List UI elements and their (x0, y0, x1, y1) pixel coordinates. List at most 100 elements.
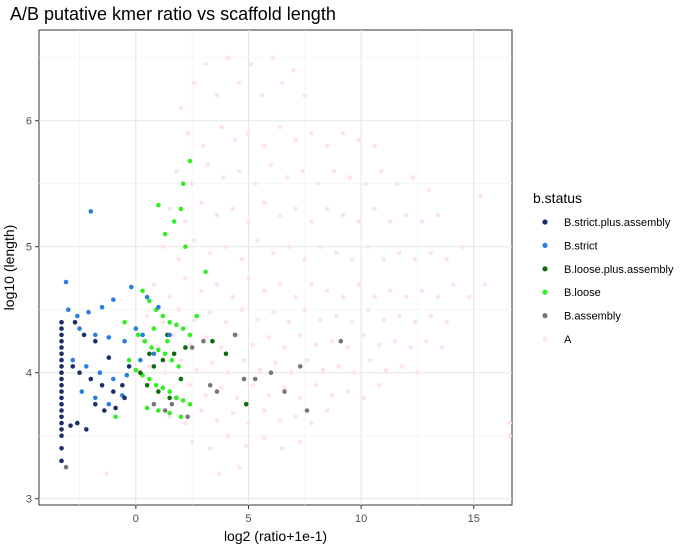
data-point (340, 212, 346, 218)
data-point (151, 282, 157, 287)
data-point (153, 383, 159, 388)
data-point (111, 376, 116, 382)
data-point (376, 342, 382, 348)
data-point (277, 418, 283, 423)
data-point (239, 307, 245, 313)
legend-key (542, 289, 548, 295)
data-point (261, 435, 267, 441)
data-point (169, 401, 175, 407)
data-point (270, 250, 276, 256)
legend-label: A (564, 334, 572, 346)
y-tick-label: 5 (26, 242, 32, 254)
data-point (225, 433, 231, 439)
data-point (230, 294, 236, 300)
data-point (174, 168, 179, 174)
data-point (394, 181, 400, 187)
data-point (507, 433, 513, 439)
data-point (257, 367, 263, 373)
data-point (444, 320, 449, 325)
data-point (171, 219, 177, 224)
data-point (372, 143, 377, 149)
data-point (478, 194, 483, 199)
data-point (304, 357, 310, 363)
data-point (59, 326, 64, 331)
data-point (221, 175, 226, 180)
data-point (151, 326, 157, 331)
chart-title: A/B putative kmer ratio vs scaffold leng… (10, 4, 336, 24)
data-point (122, 395, 127, 401)
legend-title: b.status (533, 190, 582, 206)
data-point (261, 408, 267, 413)
data-point (412, 257, 418, 262)
data-point (63, 464, 69, 470)
data-point (367, 357, 373, 363)
data-point (239, 257, 245, 262)
data-point (291, 68, 296, 73)
data-point (250, 383, 256, 388)
data-point (59, 458, 64, 464)
data-point (185, 414, 190, 420)
axis-ticks: 0 5 10 15 3 4 5 6 (26, 116, 480, 525)
data-point (300, 168, 305, 174)
data-point (293, 414, 299, 420)
legend-key (542, 336, 548, 342)
data-point (439, 345, 445, 350)
data-point (426, 187, 431, 193)
data-point (309, 131, 314, 136)
data-point (77, 370, 82, 376)
data-point (59, 357, 64, 363)
data-point (282, 389, 287, 394)
data-point (185, 131, 190, 136)
data-point (88, 209, 94, 214)
data-point (99, 304, 105, 310)
data-point (207, 309, 213, 315)
data-point (210, 360, 215, 365)
data-point (268, 162, 274, 168)
legend-key (542, 266, 548, 272)
x-tick-label: 5 (245, 513, 251, 525)
legend-label: B.assembly (564, 311, 621, 323)
data-point (356, 282, 362, 287)
data-point (189, 181, 195, 187)
y-axis-title: log10 (length) (1, 225, 17, 311)
data-point (293, 206, 299, 212)
data-point (214, 282, 220, 287)
x-tick-label: 10 (355, 513, 367, 525)
data-point (59, 364, 64, 369)
data-point (126, 357, 132, 363)
data-point (205, 162, 211, 168)
data-point (279, 446, 285, 451)
data-point (187, 401, 193, 407)
data-point (318, 244, 323, 250)
x-tick-label: 15 (468, 513, 480, 525)
data-point (171, 351, 177, 357)
data-point (223, 320, 229, 325)
y-tick-label: 3 (26, 494, 32, 506)
data-point (320, 367, 326, 373)
data-point (252, 181, 258, 187)
x-tick-label: 0 (133, 513, 139, 525)
data-point (266, 335, 272, 340)
data-point (237, 168, 242, 174)
data-point (246, 219, 251, 224)
y-tick-label: 6 (26, 116, 32, 128)
data-point (230, 206, 236, 212)
data-point (59, 401, 64, 407)
data-point (84, 427, 89, 432)
data-point (162, 351, 168, 357)
data-point (225, 55, 231, 61)
data-point (246, 420, 251, 426)
data-point (282, 345, 287, 350)
data-point (178, 357, 184, 363)
data-point (340, 131, 346, 136)
data-point (428, 250, 434, 256)
data-point (482, 282, 488, 287)
data-point (203, 393, 208, 398)
data-point (214, 212, 220, 218)
legend-key (542, 242, 548, 248)
data-point (252, 376, 258, 382)
data-point (178, 206, 184, 212)
data-point (381, 317, 386, 323)
data-point (345, 389, 350, 394)
